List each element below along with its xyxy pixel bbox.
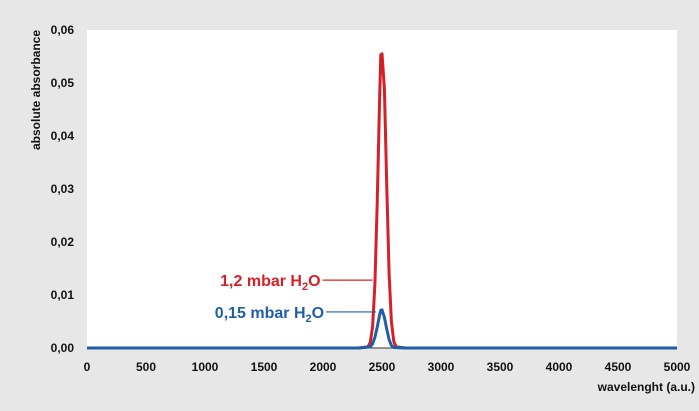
x-tick-label: 2000 bbox=[310, 360, 337, 374]
x-tick-label: 4500 bbox=[605, 360, 632, 374]
y-tick-label: 0,06 bbox=[51, 23, 75, 37]
y-tick-label: 0,03 bbox=[51, 182, 75, 196]
series-labels: 1,2 mbar H2O 0,15 mbar H2O bbox=[215, 273, 377, 325]
x-tick-label: 0 bbox=[84, 360, 91, 374]
series-label: 1,2 mbar H2O bbox=[220, 273, 320, 293]
series-line-0 bbox=[87, 52, 677, 350]
y-axis-ticks: 0,00 0,01 0,02 0,03 0,04 0,05 0,06 bbox=[51, 23, 75, 355]
x-tick-label: 2500 bbox=[369, 360, 396, 374]
y-tick-label: 0,01 bbox=[51, 288, 75, 302]
plot-area bbox=[87, 30, 677, 348]
series-line-1 bbox=[87, 308, 677, 350]
x-axis-title: wavelenght (a.u.) bbox=[597, 380, 695, 394]
x-tick-label: 500 bbox=[136, 360, 156, 374]
x-tick-label: 1000 bbox=[192, 360, 219, 374]
x-axis-ticks: 0 500 1000 1500 2000 2500 3000 3500 4000 4500 5000 bbox=[84, 347, 691, 374]
x-tick-label: 5000 bbox=[664, 360, 691, 374]
x-tick-label: 4000 bbox=[546, 360, 573, 374]
series-label: 0,15 mbar H2O bbox=[215, 305, 324, 325]
series-lines bbox=[87, 52, 677, 350]
y-tick-label: 0,00 bbox=[51, 341, 75, 355]
x-tick-label: 3500 bbox=[487, 360, 514, 374]
y-tick-label: 0,02 bbox=[51, 235, 75, 249]
y-tick-label: 0,04 bbox=[51, 129, 75, 143]
x-tick-label: 1500 bbox=[251, 360, 278, 374]
y-axis-title: absolute absorbance bbox=[29, 30, 43, 150]
y-tick-label: 0,05 bbox=[51, 76, 75, 90]
x-tick-label: 3000 bbox=[428, 360, 455, 374]
